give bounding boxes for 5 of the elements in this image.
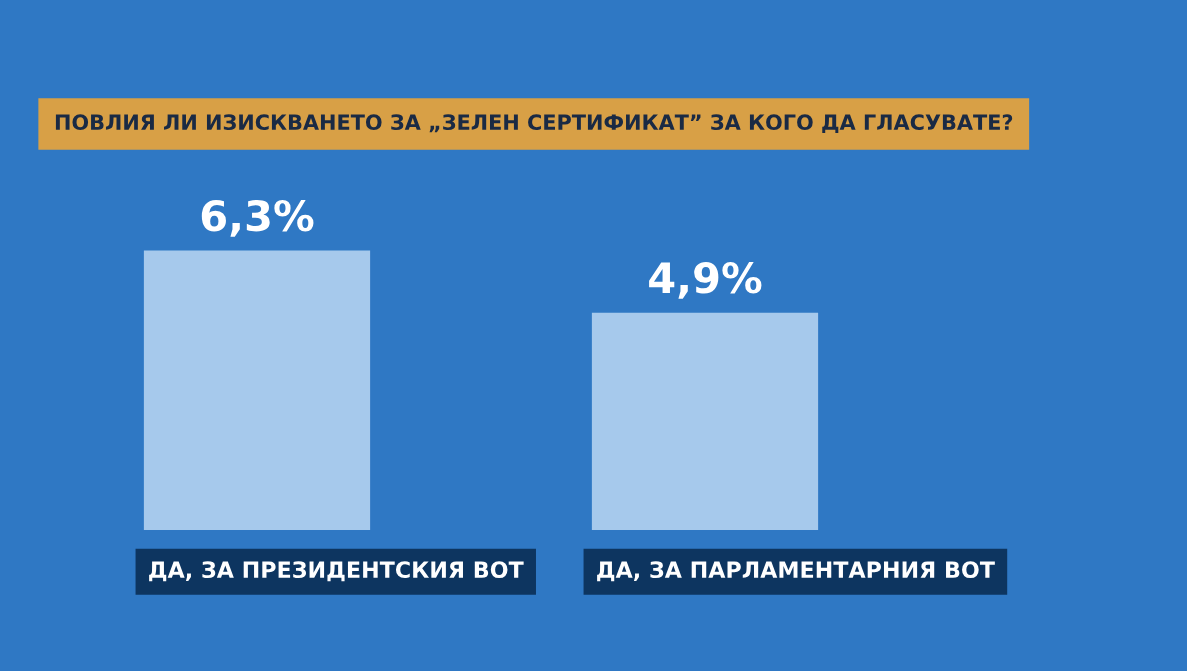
data-label: 6,3%: [201, 199, 314, 237]
x-tick-label: ДА, ЗА ПРЕЗИДЕНТСКИЯ ВОТ: [149, 561, 524, 582]
x-tick-label: ДА, ЗА ПАРЛАМЕНТАРНИЯ ВОТ: [597, 561, 995, 582]
data-label: 4,9%: [649, 261, 762, 299]
chart-title: ПОВЛИЯ ЛИ ИЗИСКВАНЕТО ЗА „ЗЕЛЕН СЕРТИФИКАТ” ЗА КОГО ДА ГЛАСУВАТЕ?: [55, 114, 1013, 134]
